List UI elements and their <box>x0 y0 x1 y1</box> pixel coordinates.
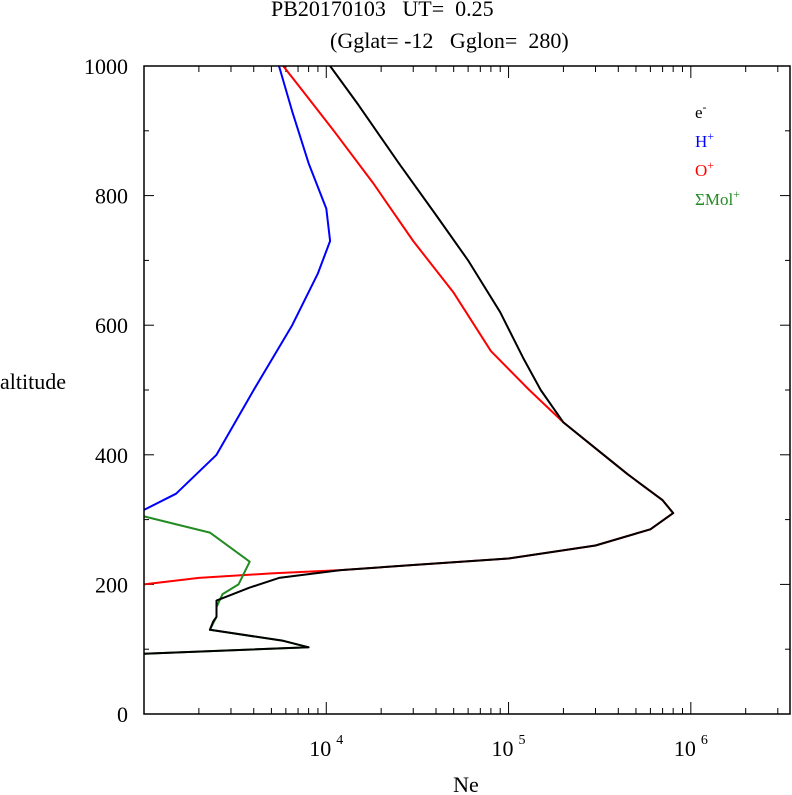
x-tick-label: 10 <box>309 736 331 761</box>
x-tick-label-exponent: 6 <box>701 733 708 748</box>
legend-entry-sup: + <box>707 129 714 143</box>
x-tick-label: 10 <box>674 736 696 761</box>
x-tick-labels: 10 4 10 5 10 6 <box>309 733 708 761</box>
x-tick-label-exponent: 5 <box>519 733 526 748</box>
legend-entry-sup: + <box>707 158 714 172</box>
y-tick-label: 0 <box>117 702 128 727</box>
y-axis-label: altitude <box>0 369 66 394</box>
series-lines <box>143 65 675 655</box>
legend-entry: O+ <box>695 158 714 180</box>
y-tick-label: 1000 <box>84 54 128 79</box>
x-tick-label: 10 <box>492 736 514 761</box>
plot-frame <box>143 65 791 715</box>
legend-entry-sup: - <box>703 100 707 114</box>
legend-entry: e- <box>695 100 707 122</box>
y-tick-label: 400 <box>95 443 128 468</box>
series-line-O+ <box>143 65 675 586</box>
series-line-H+ <box>143 65 332 511</box>
legend: e- H+ O+ ΣMol+ <box>695 100 740 209</box>
y-tick-label: 800 <box>95 184 128 209</box>
chart-title-line1: PB20170103 UT= 0.25 <box>271 0 494 21</box>
y-tick-label: 600 <box>95 313 128 338</box>
tick-marks <box>143 65 790 715</box>
legend-entry: ΣMol+ <box>695 187 740 209</box>
y-tick-labels: 0 200 400 600 800 1000 <box>84 54 128 727</box>
legend-entry: H+ <box>695 129 714 151</box>
series-line-e- <box>143 65 675 655</box>
legend-entry-sup: + <box>733 187 740 201</box>
chart-title-line2: (Gglat= -12 Gglon= 280) <box>330 28 569 53</box>
x-tick-label-exponent: 4 <box>336 733 343 748</box>
x-axis-label: Ne <box>453 772 479 795</box>
y-tick-label: 200 <box>95 572 128 597</box>
